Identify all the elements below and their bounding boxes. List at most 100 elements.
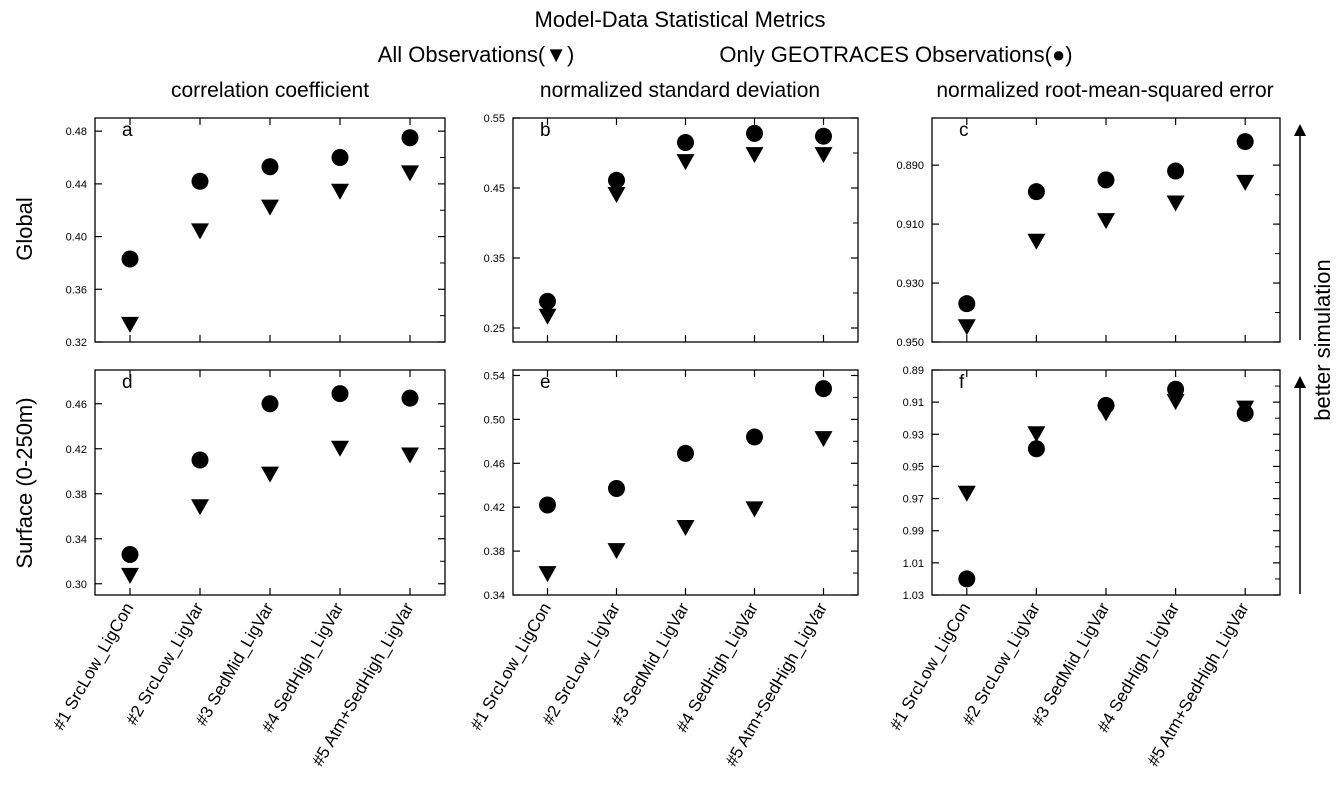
row-label-surface: Surface (0-250m) bbox=[12, 397, 37, 568]
geotraces-point bbox=[815, 380, 832, 398]
y-tick-label: 1.03 bbox=[903, 590, 924, 602]
geotraces-point bbox=[815, 127, 832, 145]
y-tick-label: 0.89 bbox=[903, 365, 924, 377]
all-obs-point bbox=[331, 440, 349, 457]
all-obs-point bbox=[814, 431, 833, 448]
x-category-labels: #1 SrcLow_LigCon#2 SrcLow_LigVar#3 SedMi… bbox=[49, 599, 1253, 769]
y-tick-label: 0.48 bbox=[66, 126, 87, 138]
geotraces-point bbox=[401, 389, 419, 407]
y-tick-label: 0.44 bbox=[66, 179, 87, 191]
geotraces-point bbox=[608, 480, 625, 498]
all-obs-point bbox=[538, 308, 557, 325]
y-tick-label: 0.55 bbox=[484, 113, 505, 125]
geotraces-point bbox=[1097, 171, 1115, 189]
geotraces-point bbox=[608, 171, 625, 189]
row-label-global: Global bbox=[12, 197, 37, 261]
x-category-label: #3 SedMid_LigVar bbox=[1028, 599, 1114, 729]
geotraces-point bbox=[401, 129, 419, 147]
all-obs-point bbox=[121, 316, 139, 333]
all-obs-point bbox=[261, 199, 279, 216]
all-obs-point bbox=[401, 447, 419, 464]
y-tick-label: 0.54 bbox=[484, 370, 505, 382]
x-category-label: #3 SedMid_LigVar bbox=[192, 599, 278, 729]
x-category-label: #2 SrcLow_LigVar bbox=[539, 599, 624, 728]
geotraces-point bbox=[1236, 404, 1254, 422]
all-obs-point bbox=[121, 567, 139, 584]
geotraces-point bbox=[746, 124, 763, 142]
column-title-std-deviation: normalized standard deviation bbox=[540, 79, 820, 102]
geotraces-point bbox=[121, 250, 139, 268]
geotraces-point bbox=[191, 451, 209, 469]
all-obs-point bbox=[191, 223, 209, 240]
panel-frame bbox=[94, 117, 446, 343]
panel-label-f: f bbox=[959, 372, 965, 393]
column-title-correlation: correlation coefficient bbox=[171, 79, 369, 102]
all-obs-point bbox=[607, 543, 626, 560]
geotraces-point bbox=[958, 570, 976, 588]
y-tick-label: 0.95 bbox=[903, 461, 924, 473]
all-obs-point bbox=[538, 566, 557, 583]
all-obs-point bbox=[676, 154, 695, 171]
y-tick-label: 0.45 bbox=[484, 183, 505, 195]
geotraces-point bbox=[746, 428, 763, 446]
all-obs-point bbox=[1166, 394, 1185, 411]
x-category-label: #2 SrcLow_LigVar bbox=[959, 599, 1044, 728]
geotraces-point bbox=[261, 395, 279, 413]
geotraces-point bbox=[539, 496, 556, 514]
y-tick-label: 0.97 bbox=[903, 494, 924, 506]
y-tick-label: 0.38 bbox=[484, 546, 505, 558]
geotraces-point bbox=[331, 149, 349, 167]
legend-all-observations: All Observations(▼) bbox=[378, 42, 575, 67]
panel-label-b: b bbox=[540, 120, 551, 141]
y-tick-label: 0.34 bbox=[484, 590, 505, 602]
geotraces-point bbox=[677, 444, 694, 462]
all-obs-point bbox=[957, 319, 976, 336]
y-tick-label: 0.40 bbox=[66, 232, 87, 244]
panel-e: 0.34 0.38 0.42 0.46 0.50 0.54 e bbox=[484, 369, 859, 602]
all-obs-point bbox=[745, 501, 764, 518]
y-tick-label: 0.42 bbox=[484, 502, 505, 514]
y-tick-label: 0.91 bbox=[903, 397, 924, 409]
panel-frame bbox=[512, 117, 859, 343]
panel-label-a: a bbox=[122, 120, 133, 141]
column-title-rmse: normalized root-mean-squared error bbox=[936, 79, 1273, 102]
panel-d: 0.30 0.34 0.38 0.42 0.46 d bbox=[66, 369, 446, 596]
y-tick-label: 0.30 bbox=[66, 579, 87, 591]
all-obs-point bbox=[1236, 174, 1255, 191]
all-obs-point bbox=[1166, 195, 1185, 212]
geotraces-point bbox=[1167, 380, 1185, 398]
geotraces-point bbox=[677, 134, 694, 151]
all-obs-point bbox=[607, 187, 626, 203]
geotraces-point bbox=[331, 385, 349, 403]
all-obs-point bbox=[957, 485, 976, 502]
y-tick-label: 1.01 bbox=[903, 558, 924, 570]
y-tick-label: 0.34 bbox=[66, 534, 87, 546]
y-tick-label: 0.910 bbox=[896, 219, 924, 231]
y-tick-label: 0.42 bbox=[66, 444, 87, 456]
panels-group: 0.320.360.400.440.48 a0.250.350.450.55b0.… bbox=[66, 113, 1281, 602]
panel-frame bbox=[512, 369, 859, 596]
y-tick-label: 0.36 bbox=[66, 284, 87, 296]
geotraces-point bbox=[1027, 440, 1045, 458]
geotraces-point bbox=[539, 292, 556, 310]
geotraces-point bbox=[958, 295, 976, 313]
all-obs-point bbox=[676, 520, 695, 537]
all-obs-point bbox=[745, 147, 764, 164]
panel-b: 0.25 0.35 0.45 0.55 b bbox=[484, 113, 859, 343]
panel-label-e: e bbox=[540, 372, 551, 393]
y-tick-label: 0.46 bbox=[66, 399, 87, 411]
all-obs-point bbox=[1027, 426, 1046, 443]
all-obs-point bbox=[401, 165, 419, 182]
panel-f: 0.89 0.91 0.93 0.95 0.97 0.99 1.01 1.03 f bbox=[903, 365, 1281, 602]
panel-a: 0.32 0.36 0.40 0.44 0.48 a bbox=[66, 117, 446, 349]
figure-title: Model-Data Statistical Metrics bbox=[535, 7, 826, 32]
legend-geotraces-observations: Only GEOTRACES Observations(●) bbox=[719, 42, 1072, 67]
all-obs-point bbox=[191, 499, 209, 516]
y-tick-label: 0.32 bbox=[66, 337, 87, 349]
geotraces-point bbox=[121, 546, 139, 563]
y-tick-label: 0.950 bbox=[896, 337, 924, 349]
all-obs-point bbox=[1027, 233, 1046, 250]
panel-label-c: c bbox=[959, 120, 969, 141]
x-category-label: #2 SrcLow_LigVar bbox=[122, 599, 207, 728]
